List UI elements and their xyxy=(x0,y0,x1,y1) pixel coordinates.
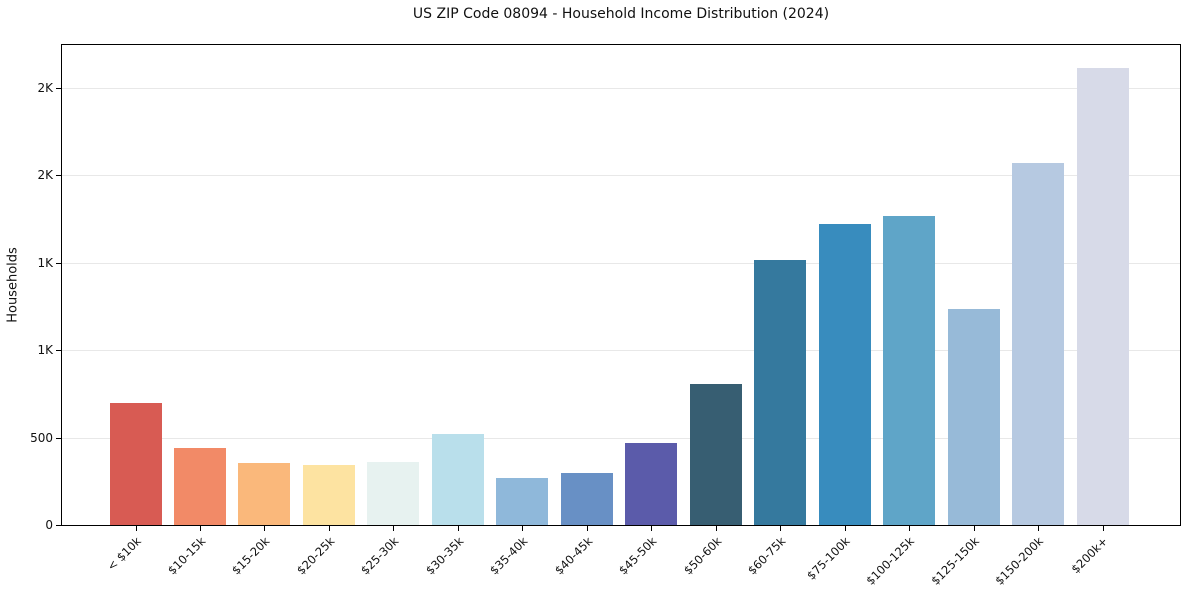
y-axis-tick xyxy=(56,263,61,264)
y-axis-tick-label: 1K xyxy=(37,256,53,270)
x-axis-tick xyxy=(522,526,523,531)
x-axis-tick xyxy=(651,526,652,531)
bar xyxy=(496,478,548,525)
bar xyxy=(754,260,806,525)
x-axis-tick xyxy=(200,526,201,531)
x-axis-tick xyxy=(974,526,975,531)
bar xyxy=(883,216,935,525)
y-axis-tick-label: 2K xyxy=(37,81,53,95)
x-axis-tick xyxy=(458,526,459,531)
y-axis-tick xyxy=(56,525,61,526)
x-axis-tick xyxy=(329,526,330,531)
bar xyxy=(561,473,613,525)
bar xyxy=(432,434,484,525)
bar xyxy=(174,448,226,525)
gridline xyxy=(62,88,1180,89)
bar xyxy=(238,463,290,525)
gridline xyxy=(62,263,1180,264)
bar xyxy=(690,384,742,525)
y-axis-tick-label: 2K xyxy=(37,168,53,182)
x-axis-tick xyxy=(136,526,137,531)
x-axis-tick xyxy=(1038,526,1039,531)
y-axis-tick xyxy=(56,88,61,89)
chart-title: US ZIP Code 08094 - Household Income Dis… xyxy=(412,6,830,22)
plot-area xyxy=(61,44,1181,526)
gridline xyxy=(62,350,1180,351)
bar xyxy=(367,462,419,525)
x-axis-tick xyxy=(264,526,265,531)
y-axis-tick xyxy=(56,350,61,351)
x-axis-tick xyxy=(1103,526,1104,531)
y-axis-tick xyxy=(56,438,61,439)
gridline xyxy=(62,175,1180,176)
x-axis-tick xyxy=(909,526,910,531)
bar xyxy=(1012,163,1064,525)
bar xyxy=(948,309,1000,525)
bar xyxy=(110,403,162,525)
bar xyxy=(625,443,677,525)
gridline xyxy=(62,438,1180,439)
bar xyxy=(819,224,871,525)
y-axis-tick-label: 0 xyxy=(45,518,53,532)
y-axis-tick-label: 1K xyxy=(37,343,53,357)
x-axis-tick xyxy=(780,526,781,531)
x-axis-tick xyxy=(716,526,717,531)
x-axis-tick xyxy=(393,526,394,531)
y-axis-tick-label: 500 xyxy=(30,431,53,445)
bar xyxy=(1077,68,1129,525)
bar xyxy=(303,465,355,525)
x-axis-tick xyxy=(587,526,588,531)
x-axis-tick xyxy=(845,526,846,531)
y-axis-tick xyxy=(56,175,61,176)
